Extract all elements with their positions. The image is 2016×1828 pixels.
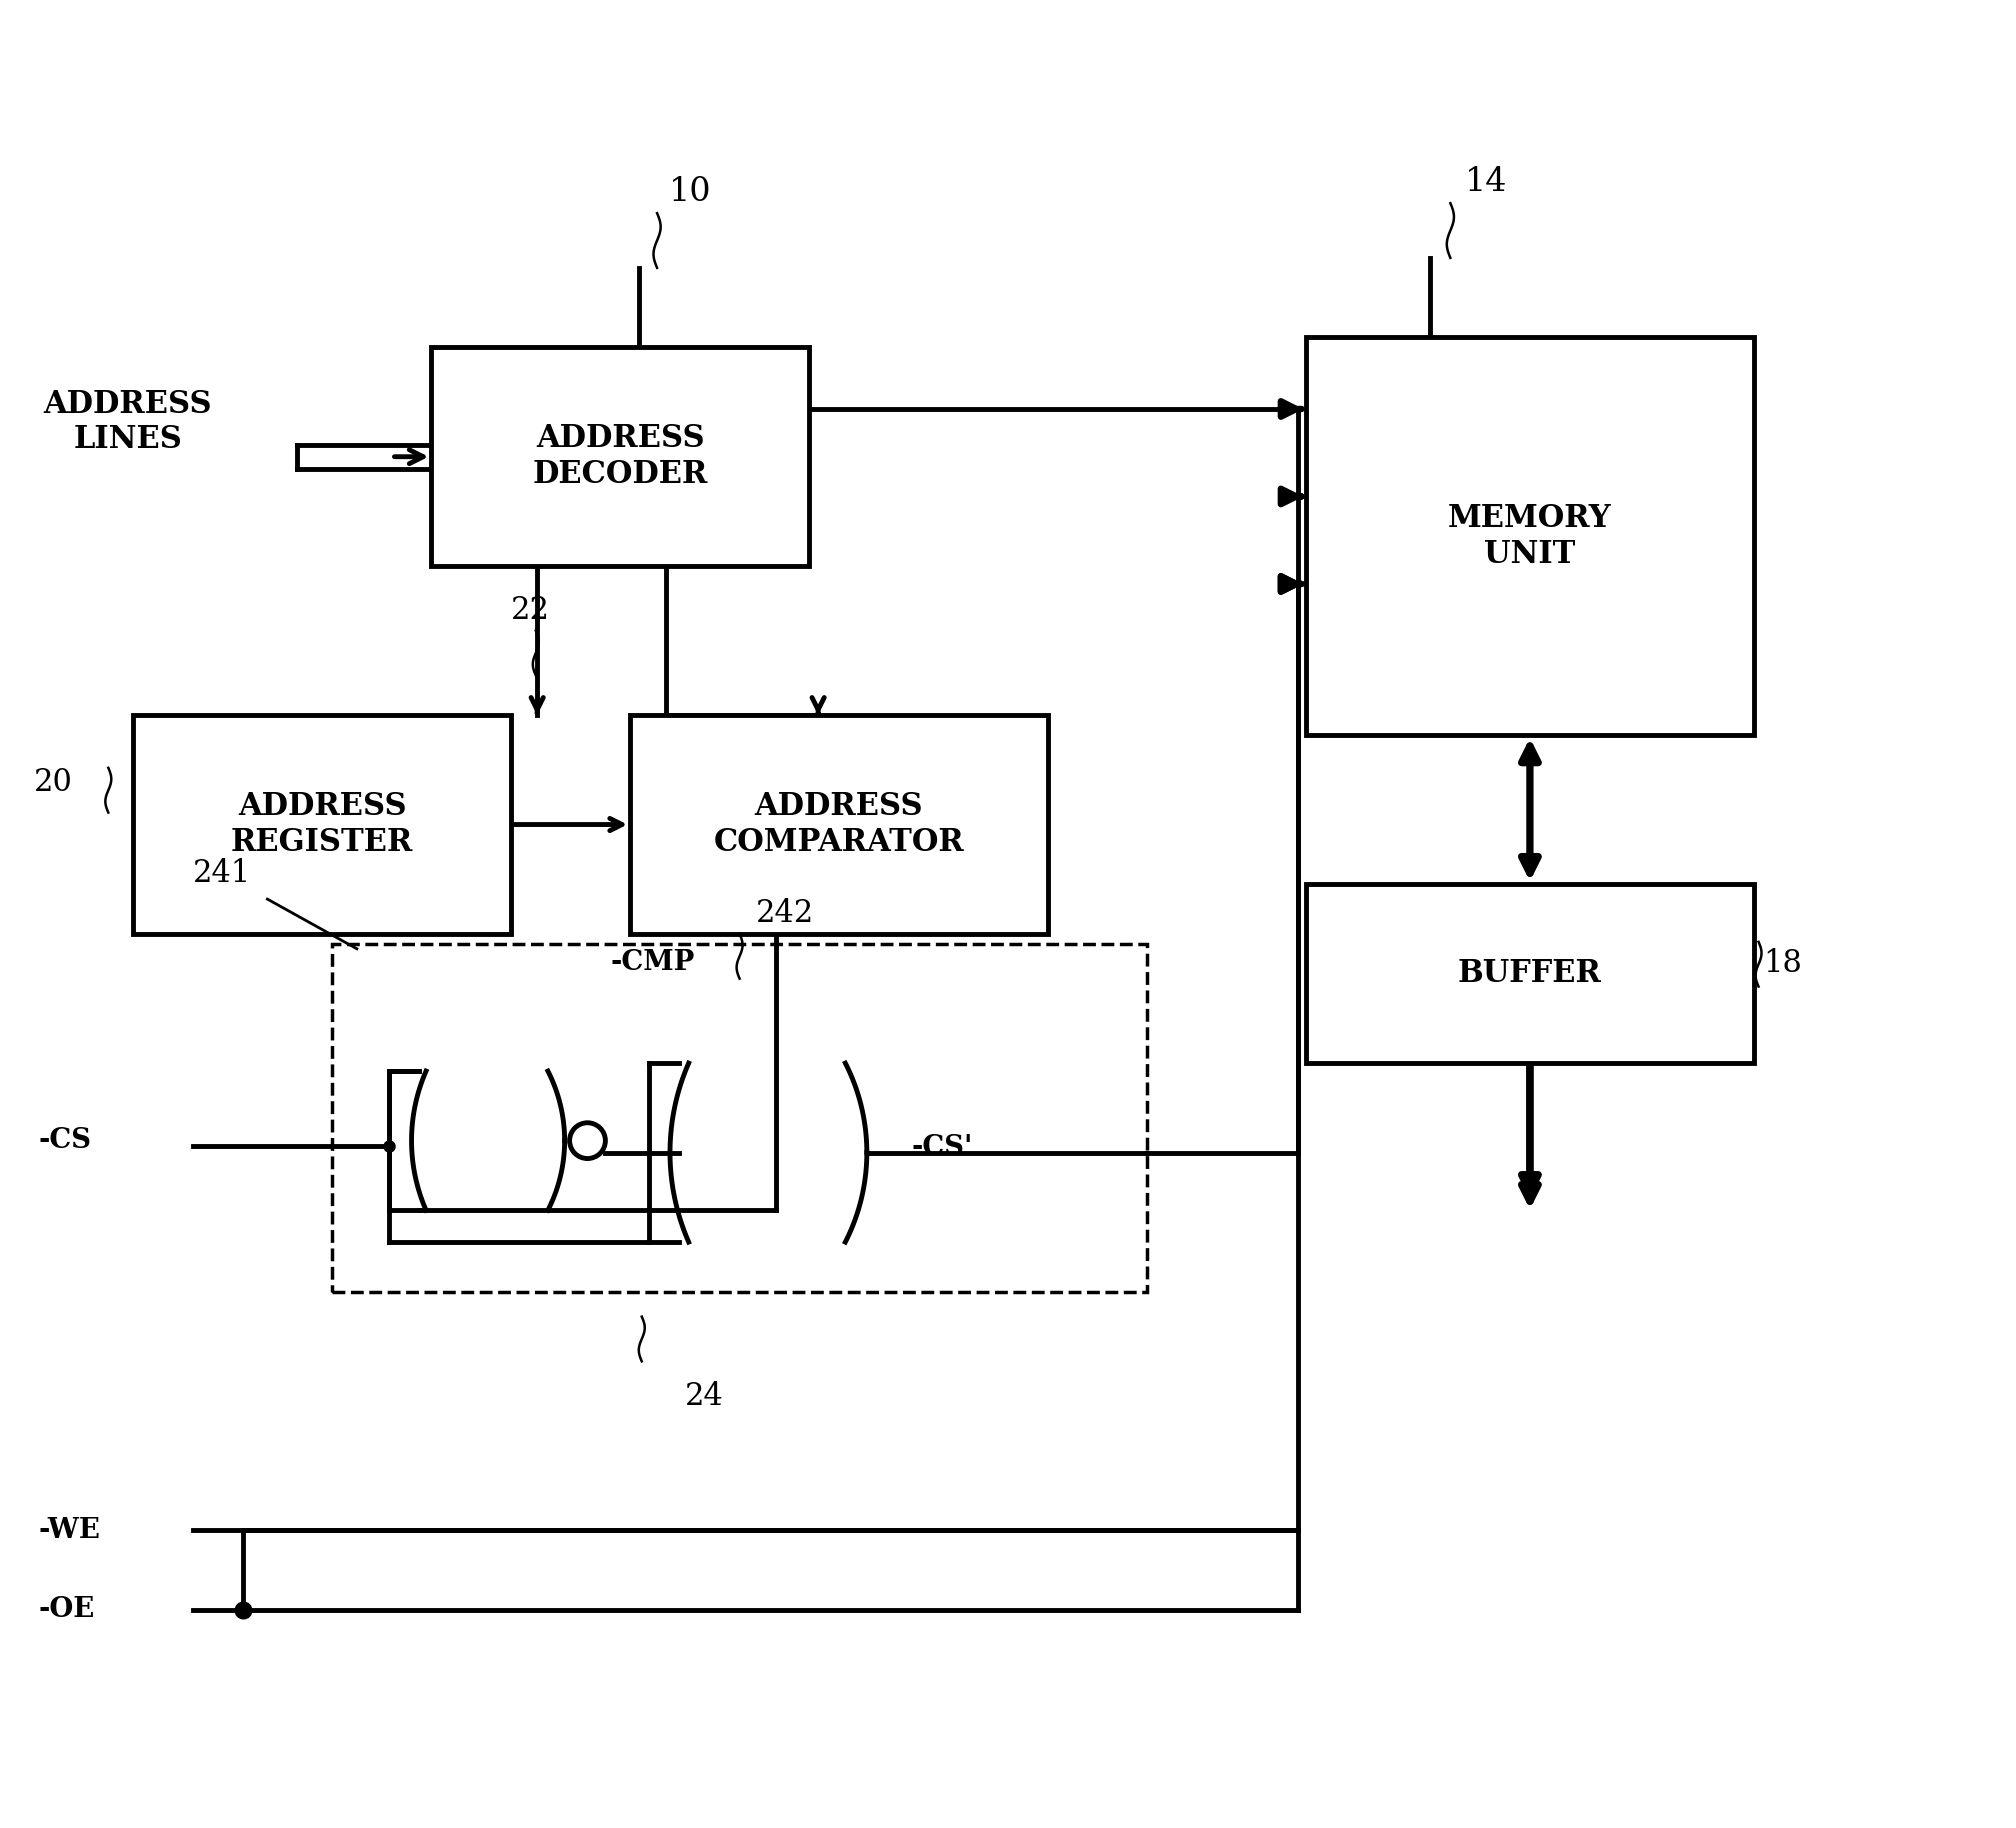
Text: 14: 14 — [1466, 166, 1508, 197]
Text: MEMORY
UNIT: MEMORY UNIT — [1447, 503, 1611, 570]
Text: 241: 241 — [194, 857, 252, 888]
Bar — [431, 347, 808, 567]
Text: ADDRESS
COMPARATOR: ADDRESS COMPARATOR — [714, 792, 964, 857]
Text: BUFFER: BUFFER — [1458, 958, 1603, 989]
Text: 24: 24 — [685, 1382, 724, 1413]
Bar — [133, 715, 510, 934]
Text: -CS: -CS — [38, 1128, 93, 1153]
Text: 18: 18 — [1764, 949, 1802, 980]
Text: ADDRESS
REGISTER: ADDRESS REGISTER — [232, 792, 413, 857]
Text: -CMP: -CMP — [611, 949, 696, 976]
Text: 22: 22 — [510, 594, 550, 625]
Text: -OE: -OE — [38, 1596, 95, 1623]
Text: ADDRESS
DECODER: ADDRESS DECODER — [532, 424, 708, 490]
Bar — [333, 943, 1147, 1292]
Text: -WE: -WE — [38, 1517, 101, 1545]
Text: 242: 242 — [756, 898, 814, 929]
Text: 10: 10 — [669, 175, 712, 208]
Bar — [631, 715, 1048, 934]
Text: -CS': -CS' — [911, 1133, 974, 1161]
Bar — [1306, 338, 1754, 735]
Bar — [1306, 885, 1754, 1064]
Text: 20: 20 — [34, 768, 73, 799]
Text: ADDRESS
LINES: ADDRESS LINES — [44, 389, 212, 455]
